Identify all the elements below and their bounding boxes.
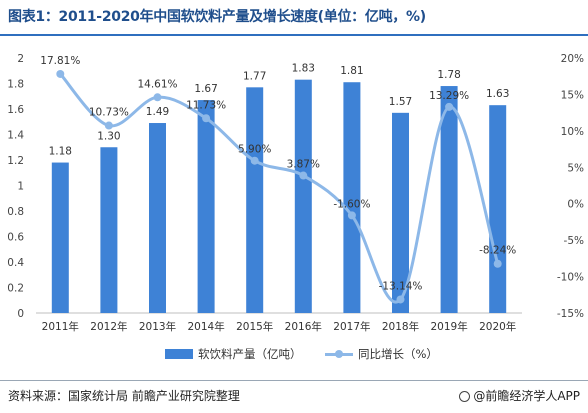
x-tick-label: 2012年 (90, 320, 127, 333)
y-left-tick-label: 2 (17, 53, 24, 65)
x-tick-label: 2014年 (187, 320, 224, 333)
growth-value-label: -13.14% (379, 280, 423, 292)
legend-item-bar: 软饮料产量（亿吨） (165, 346, 302, 362)
growth-value-label: 14.61% (137, 78, 177, 90)
y-left-tick-label: 1 (17, 181, 24, 193)
y-left-tick-label: 1.6 (7, 104, 24, 116)
bar-value-label: 1.67 (194, 83, 217, 95)
bar-3 (149, 123, 166, 314)
legend-line-label: 同比增长（%） (358, 347, 438, 361)
y-left-tick-label: 1.2 (7, 155, 24, 167)
y-left-tick-label: 0.6 (7, 232, 24, 244)
legend-item-line: 同比增长（%） (325, 346, 438, 362)
y-right-tick-label: 20% (561, 53, 584, 65)
bar-8 (392, 112, 409, 313)
chart-title: 图表1：2011-2020年中国软饮料产量及增长速度(单位：亿吨，%) (8, 9, 426, 25)
bar-1 (51, 162, 69, 313)
growth-point-9 (445, 102, 454, 111)
bar-value-label: 1.57 (389, 96, 412, 108)
growth-point-5 (250, 156, 259, 165)
y-left-tick-label: 0 (17, 308, 24, 320)
title-divider (0, 34, 588, 36)
brand-credit: @前瞻经济学人APP (459, 387, 580, 404)
growth-value-label: 11.73% (186, 99, 226, 111)
x-tick-label: 2013年 (139, 320, 176, 333)
y-right-tick-label: -10% (557, 272, 584, 284)
x-tick-label: 2019年 (430, 320, 467, 333)
x-tick-label: 2017年 (333, 320, 370, 333)
y-left-tick-label: 0.2 (7, 283, 24, 295)
footer-divider (0, 380, 588, 381)
x-tick-label: 2016年 (285, 320, 322, 333)
legend-line-swatch (325, 349, 353, 359)
bar-5 (246, 87, 264, 313)
x-tick-label: 2011年 (42, 320, 79, 333)
growth-point-8 (396, 295, 405, 304)
growth-value-label: 5.90% (238, 144, 271, 156)
y-left-tick-label: 1.4 (7, 130, 24, 142)
bar-value-label: 1.81 (340, 65, 363, 77)
growth-line (59, 72, 500, 304)
growth-point-3 (153, 93, 162, 102)
bar-value-label: 1.83 (292, 63, 315, 75)
bar-value-label: 1.78 (437, 69, 460, 81)
growth-point-4 (202, 114, 211, 123)
brand-label: @前瞻经济学人APP (473, 389, 580, 403)
chart-canvas: 0 0.2 0.4 0.6 0.8 1 1.2 1.4 1.6 1.8 2 -15% -10% -5% 0%… (7, 53, 584, 333)
growth-value-label: 10.73% (89, 107, 129, 119)
bar-4 (197, 100, 215, 313)
bar-9 (440, 86, 458, 313)
x-tick-label: 2018年 (382, 320, 419, 333)
bar-value-label: 1.49 (146, 106, 169, 118)
y-right-tick-label: 15% (561, 89, 584, 101)
growth-point-10 (493, 259, 502, 268)
growth-value-label: 13.29% (429, 90, 469, 102)
y-right-tick-label: -15% (557, 308, 584, 320)
legend-bar-label: 软饮料产量（亿吨） (198, 347, 302, 361)
brand-logo-icon (459, 391, 471, 402)
growth-point-7 (347, 211, 356, 220)
growth-value-label: -8.24% (479, 245, 516, 257)
source-note: 资料来源：国家统计局 前瞻产业研究院整理 (8, 389, 240, 403)
growth-point-1 (56, 69, 65, 78)
y-left-tick-label: 1.8 (7, 79, 24, 91)
growth-value-label: -1.60% (333, 198, 370, 210)
y-right-tick-label: 10% (561, 126, 584, 138)
y-left-tick-label: 0.8 (7, 206, 24, 218)
bar-value-label: 1.30 (97, 130, 120, 142)
growth-point-2 (104, 121, 113, 130)
growth-value-label: 17.81% (40, 55, 80, 67)
y-right-tick-label: -5% (564, 235, 584, 247)
y-right-tick-label: 5% (567, 162, 584, 174)
x-tick-label: 2020年 (479, 320, 516, 333)
bar-10 (489, 105, 507, 313)
growth-value-label: 3.87% (287, 159, 320, 171)
x-tick-label: 2015年 (236, 320, 273, 333)
bar-7 (343, 82, 361, 313)
bar-2 (100, 147, 118, 313)
bar-value-label: 1.63 (486, 88, 509, 100)
bar-value-label: 1.18 (49, 146, 72, 158)
growth-point-6 (299, 171, 308, 180)
bar-6 (294, 79, 312, 313)
y-left-tick-label: 0.4 (7, 257, 24, 269)
bar-value-label: 1.77 (243, 70, 266, 82)
y-right-tick-label: 0% (567, 199, 584, 211)
legend-bar-swatch (165, 349, 193, 359)
